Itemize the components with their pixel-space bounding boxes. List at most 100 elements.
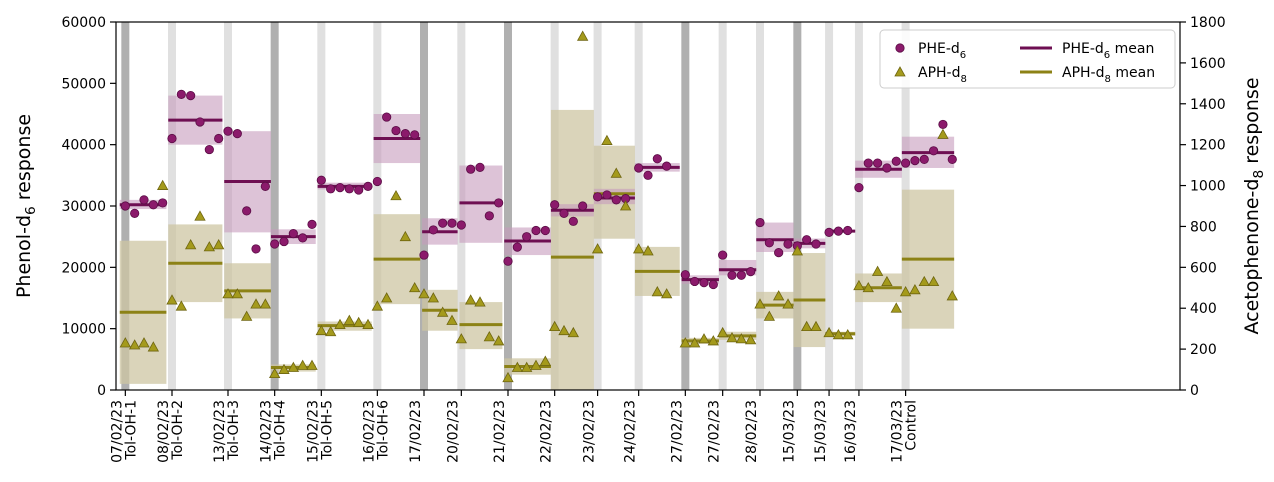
phe-point bbox=[833, 226, 844, 236]
y-right-tick-label: 1400 bbox=[1190, 97, 1226, 113]
x-tick-label: Tol-OH-2 bbox=[170, 400, 186, 461]
y-left-tick-label: 10000 bbox=[61, 322, 106, 338]
aph-point bbox=[352, 316, 365, 327]
y-right-tick-label: 1800 bbox=[1190, 15, 1226, 31]
legend-label-tail: mean bbox=[1111, 65, 1155, 81]
aph-point bbox=[716, 326, 729, 338]
aph-point bbox=[862, 281, 874, 293]
aph-point bbox=[502, 371, 514, 383]
y-left-axis-title-sub: 6 bbox=[23, 206, 39, 215]
x-tick-label: Tol-OH-5 bbox=[319, 400, 335, 461]
aph-point bbox=[660, 288, 673, 299]
aph-point bbox=[474, 296, 486, 307]
phe-point bbox=[344, 184, 354, 194]
phe-point bbox=[755, 217, 765, 228]
highlight-bar bbox=[825, 22, 834, 390]
aph-point bbox=[530, 359, 542, 370]
phe-point bbox=[843, 225, 853, 236]
aph-point bbox=[871, 265, 884, 276]
aph-point bbox=[147, 341, 160, 352]
phe-point bbox=[186, 91, 196, 101]
legend-label-sub: 6 bbox=[1104, 50, 1110, 61]
phe-point bbox=[900, 158, 911, 168]
phe-point bbox=[363, 181, 373, 191]
x-tick-label: Tol-OH-6 bbox=[375, 400, 391, 461]
phe-point bbox=[854, 183, 864, 193]
phe-point bbox=[611, 195, 621, 205]
aph-point bbox=[800, 320, 813, 332]
y-right-tick-label: 1600 bbox=[1190, 56, 1226, 72]
y-left-tick-label: 20000 bbox=[61, 260, 106, 276]
phe-point bbox=[652, 154, 662, 164]
phe-point bbox=[727, 270, 737, 280]
aph-point bbox=[601, 134, 613, 145]
highlight-bar bbox=[634, 22, 643, 390]
phe-point bbox=[680, 270, 690, 280]
aph-point bbox=[946, 290, 958, 301]
legend-label: PHE-d6 mean bbox=[1062, 41, 1154, 61]
highlight-bar bbox=[718, 22, 727, 390]
phe-point bbox=[447, 218, 457, 228]
phe-point bbox=[699, 278, 709, 288]
aph-point bbox=[446, 314, 458, 325]
aph-point bbox=[735, 333, 748, 344]
phe-point bbox=[354, 185, 364, 195]
aph-point bbox=[810, 320, 822, 332]
phe-point bbox=[316, 175, 326, 185]
aph-point bbox=[772, 290, 785, 301]
aph-point bbox=[853, 279, 865, 291]
y-left-axis-title-main: Phenol-d bbox=[13, 215, 35, 298]
aph-point bbox=[371, 300, 384, 311]
y-right-tick-label: 200 bbox=[1190, 342, 1217, 358]
aph-point bbox=[726, 332, 738, 343]
phe-point bbox=[288, 229, 298, 239]
phe-point bbox=[928, 146, 939, 156]
phe-point bbox=[456, 220, 466, 230]
phe-point bbox=[736, 270, 746, 280]
aph-point bbox=[296, 359, 309, 370]
y-left-tick-label: 50000 bbox=[61, 76, 106, 92]
aph-point bbox=[899, 286, 912, 297]
aph-point bbox=[222, 288, 234, 299]
phe-point bbox=[372, 176, 382, 187]
y-right-tick-label: 1200 bbox=[1190, 138, 1226, 154]
phe-point bbox=[419, 250, 429, 260]
aph-point bbox=[427, 292, 440, 303]
phe-point bbox=[223, 126, 233, 136]
x-tick-label: 22/02/23 bbox=[539, 400, 555, 463]
x-tick-label: 15/03/23 bbox=[781, 400, 797, 463]
phe-point bbox=[503, 256, 513, 266]
aph-point bbox=[576, 30, 589, 41]
aph-point bbox=[632, 243, 645, 254]
x-tick-label: 14/02/23 bbox=[259, 400, 275, 463]
aph-point bbox=[315, 324, 328, 336]
aph-point bbox=[362, 318, 374, 329]
legend-label-main: APH-d bbox=[918, 65, 961, 81]
phe-point bbox=[120, 201, 130, 211]
phe-point bbox=[130, 208, 140, 218]
aph-point bbox=[306, 359, 318, 370]
aph-point bbox=[408, 281, 421, 293]
phe-point bbox=[232, 129, 242, 139]
aph-point bbox=[558, 324, 570, 336]
legend-label-sub: 6 bbox=[960, 50, 966, 61]
aph-point bbox=[203, 241, 216, 252]
aph-point bbox=[832, 328, 845, 340]
phe-point bbox=[326, 184, 336, 194]
legend-label-main: PHE-d bbox=[1062, 41, 1104, 57]
aph-point bbox=[744, 334, 757, 345]
y-right-axis-title: Acetophenone-d8 response bbox=[1241, 77, 1267, 334]
phe-point bbox=[811, 239, 821, 249]
phe-point bbox=[919, 154, 929, 164]
x-tick-label: 20/02/23 bbox=[445, 400, 461, 463]
legend-label-main: PHE-d bbox=[918, 41, 960, 57]
aph-point bbox=[166, 294, 178, 305]
phe-point bbox=[466, 164, 476, 174]
phe-point bbox=[484, 211, 494, 221]
aph-point bbox=[231, 288, 244, 299]
x-tick-label: 08/02/23 bbox=[156, 400, 172, 463]
legend-phe-marker bbox=[895, 43, 905, 53]
phe-point bbox=[746, 267, 756, 277]
aph-point bbox=[212, 239, 225, 250]
